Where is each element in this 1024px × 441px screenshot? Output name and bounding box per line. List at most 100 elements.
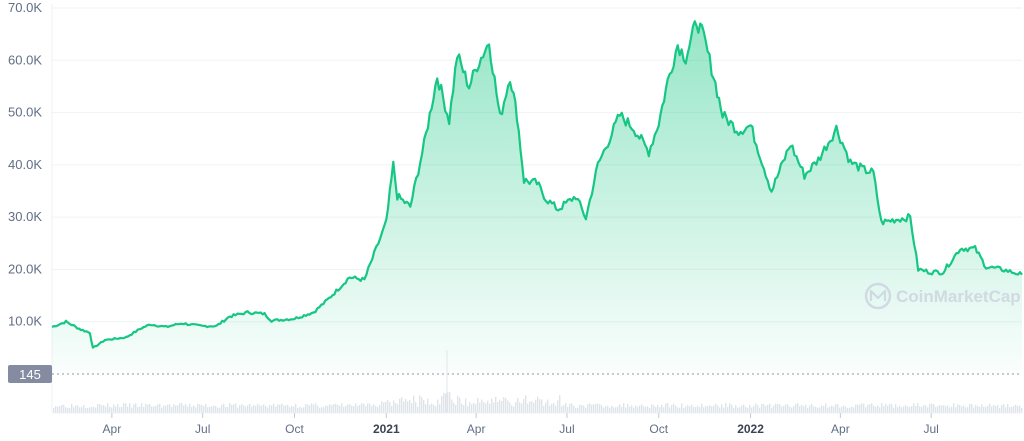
volume-bar: [179, 403, 181, 413]
volume-bar: [775, 403, 777, 413]
volume-bar: [691, 404, 693, 413]
volume-bar: [233, 404, 235, 413]
volume-bar: [501, 400, 503, 413]
volume-bar: [351, 405, 353, 413]
volume-bar: [673, 403, 675, 413]
volume-bar: [189, 403, 191, 413]
volume-bar: [143, 406, 145, 413]
volume-bar: [415, 402, 417, 413]
volume-bar: [439, 404, 441, 413]
volume-bar: [803, 406, 805, 413]
volume-bar: [377, 407, 379, 413]
volume-bar: [531, 401, 533, 413]
volume-bar: [591, 404, 593, 413]
volume-bar: [931, 403, 933, 413]
x-tick-label: 2022: [737, 422, 764, 436]
volume-bar: [899, 405, 901, 413]
volume-bar: [177, 405, 179, 413]
volume-bar: [327, 405, 329, 413]
volume-bar: [553, 402, 555, 413]
volume-bar: [617, 406, 619, 413]
volume-bar: [955, 407, 957, 413]
volume-bar: [461, 403, 463, 413]
volume-bar: [175, 405, 177, 413]
volume-bar: [629, 406, 631, 413]
volume-bar: [749, 404, 751, 413]
volume-bar: [413, 395, 415, 413]
volume-bar: [989, 403, 991, 413]
volume-bar: [345, 405, 347, 413]
volume-bar: [957, 404, 959, 413]
volume-bar: [585, 407, 587, 413]
volume-bar: [405, 399, 407, 413]
volume-bar: [953, 403, 955, 413]
volume-bar: [493, 402, 495, 413]
volume-bar: [371, 405, 373, 413]
volume-bar: [357, 406, 359, 413]
volume-bar: [259, 405, 261, 413]
volume-bar: [495, 396, 497, 413]
volume-bar: [381, 401, 383, 413]
volume-bar: [205, 403, 207, 413]
volume-bar: [129, 403, 131, 413]
volume-bar: [917, 403, 919, 413]
volume-bar: [985, 406, 987, 413]
volume-bar: [851, 406, 853, 413]
y-tick-label: 30.0K: [8, 209, 42, 224]
volume-bar: [199, 404, 201, 413]
volume-bar: [797, 403, 799, 413]
volume-bar: [533, 402, 535, 413]
volume-bar: [865, 407, 867, 413]
x-tick-label: Jul: [559, 422, 574, 436]
volume-bar: [513, 406, 515, 413]
volume-bar: [71, 403, 73, 413]
volume-bar: [475, 404, 477, 413]
volume-bar: [607, 405, 609, 413]
volume-bar: [689, 406, 691, 413]
volume-bar: [845, 406, 847, 413]
volume-bar: [151, 406, 153, 413]
volume-bar: [215, 406, 217, 413]
volume-bar: [949, 407, 951, 413]
volume-bar: [243, 405, 245, 413]
volume-bar: [965, 407, 967, 413]
x-tick-label: Jul: [195, 422, 210, 436]
volume-bar: [427, 398, 429, 413]
volume-bar: [333, 404, 335, 413]
volume-bar: [565, 403, 567, 413]
volume-bar: [423, 400, 425, 413]
volume-bar: [435, 406, 437, 413]
volume-bar: [195, 407, 197, 413]
volume-bar: [159, 403, 161, 413]
volume-bar: [857, 404, 859, 413]
volume-bar: [1003, 404, 1005, 413]
volume-bar: [919, 406, 921, 413]
volume-bar: [569, 403, 571, 413]
volume-bar: [187, 406, 189, 413]
volume-bar: [515, 401, 517, 413]
volume-bar: [823, 406, 825, 413]
y-tick-label: 60.0K: [8, 52, 42, 67]
volume-bar: [783, 405, 785, 413]
volume-bar: [947, 405, 949, 413]
volume-bar: [935, 406, 937, 413]
volume-bar: [465, 398, 467, 413]
volume-bar: [137, 407, 139, 413]
volume-bar: [759, 407, 761, 413]
volume-bar: [55, 406, 57, 413]
volume-bar: [519, 402, 521, 413]
volume-bar: [741, 405, 743, 413]
volume-bar: [639, 405, 641, 413]
volume-bar: [117, 404, 119, 413]
volume-bar: [121, 406, 123, 413]
volume-bar: [105, 406, 107, 413]
volume-bar: [573, 405, 575, 413]
y-tick-label: 50.0K: [8, 105, 42, 120]
volume-bar: [693, 407, 695, 413]
volume-bar: [789, 406, 791, 413]
volume-bar: [603, 407, 605, 413]
volume-bar: [273, 403, 275, 413]
volume-bar: [149, 403, 151, 413]
volume-bar: [295, 403, 297, 413]
